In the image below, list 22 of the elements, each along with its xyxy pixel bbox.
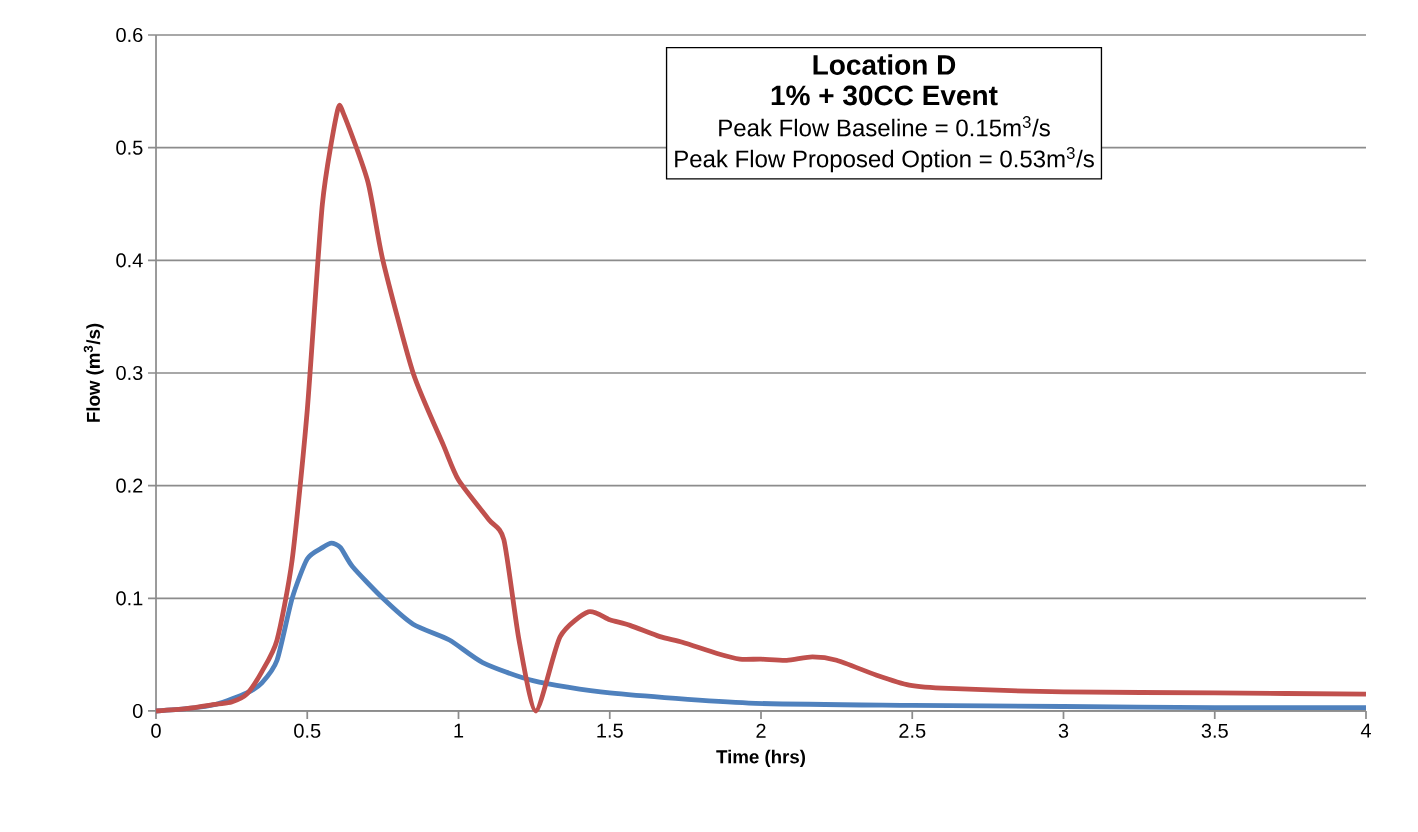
x-tick-label: 1 xyxy=(454,723,464,738)
x-tick-label: 0.5 xyxy=(294,723,321,738)
x-tick-label: 1.5 xyxy=(597,723,623,738)
y-tick-label: 0.6 xyxy=(116,27,143,43)
y-tick-label: 0.2 xyxy=(116,478,143,493)
x-tick-label: 3.5 xyxy=(1201,723,1228,738)
x-tick-label: 2 xyxy=(756,723,766,738)
x-tick-label: 3 xyxy=(1058,723,1069,738)
annotation: 1% + 30CC Event xyxy=(771,85,998,106)
y-axis-title: Flow (m$^{3}$/s) xyxy=(83,323,104,422)
annotation: Peak Flow Proposed Option = 0.53m$^{3}$/s xyxy=(675,147,1094,173)
y-tick-label: 0.4 xyxy=(116,253,143,268)
annotation: Location D xyxy=(813,54,956,75)
x-tick-label: 4 xyxy=(1360,723,1371,738)
y-tick-label: 0 xyxy=(132,703,143,719)
x-tick-label: 0 xyxy=(151,723,161,738)
y-tick-label: 0.3 xyxy=(116,365,143,381)
x-tick-label: 2.5 xyxy=(899,723,926,738)
y-tick-label: 0.5 xyxy=(116,140,143,155)
y-tick-label: 0.1 xyxy=(116,591,143,606)
annotation: Peak Flow Baseline = 0.15m$^{3}$/s xyxy=(719,116,1050,137)
x-axis-title: Time (hrs) xyxy=(716,749,806,768)
